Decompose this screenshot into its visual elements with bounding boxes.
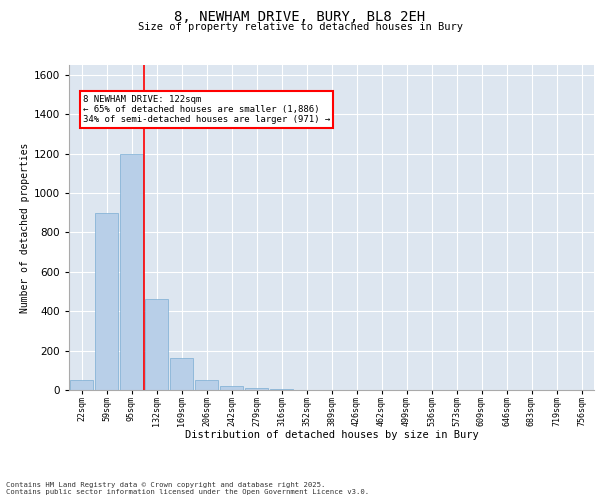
Text: 8 NEWHAM DRIVE: 122sqm
← 65% of detached houses are smaller (1,886)
34% of semi-: 8 NEWHAM DRIVE: 122sqm ← 65% of detached… bbox=[83, 94, 330, 124]
Y-axis label: Number of detached properties: Number of detached properties bbox=[20, 142, 29, 312]
Bar bbox=[245, 388, 268, 390]
X-axis label: Distribution of detached houses by size in Bury: Distribution of detached houses by size … bbox=[185, 430, 478, 440]
Bar bbox=[120, 154, 143, 390]
Text: Size of property relative to detached houses in Bury: Size of property relative to detached ho… bbox=[137, 22, 463, 32]
Bar bbox=[145, 300, 168, 390]
Text: 8, NEWHAM DRIVE, BURY, BL8 2EH: 8, NEWHAM DRIVE, BURY, BL8 2EH bbox=[175, 10, 425, 24]
Bar bbox=[70, 380, 93, 390]
Bar bbox=[170, 358, 193, 390]
Bar bbox=[195, 380, 218, 390]
Bar bbox=[220, 386, 243, 390]
Bar bbox=[95, 212, 118, 390]
Bar bbox=[270, 389, 293, 390]
Text: Contains HM Land Registry data © Crown copyright and database right 2025.
Contai: Contains HM Land Registry data © Crown c… bbox=[6, 482, 369, 495]
